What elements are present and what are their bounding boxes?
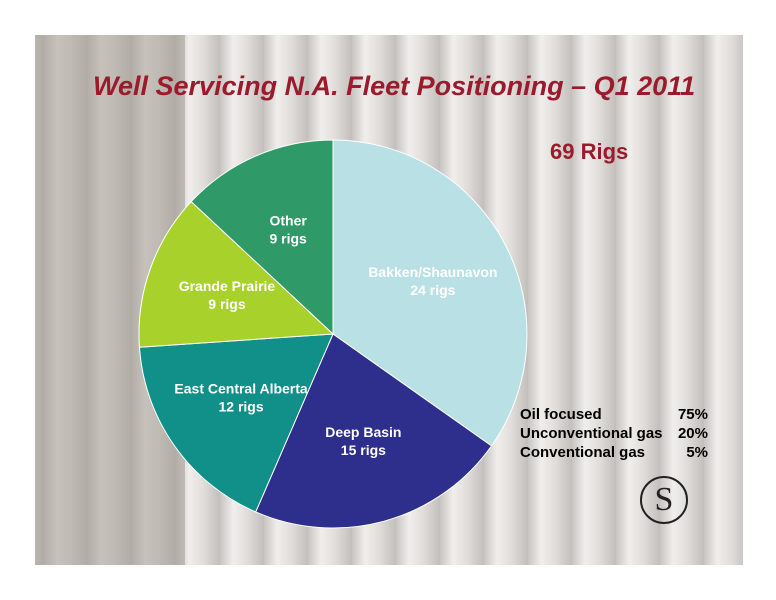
pie: Bakken/Shaunavon 24 rigs Deep Basin 15 rigs… xyxy=(138,139,528,529)
slice-label: Other xyxy=(270,212,308,228)
slice-label: Deep Basin xyxy=(325,424,401,440)
chart-title: Well Servicing N.A. Fleet Positioning – … xyxy=(93,71,695,101)
slice-label: Bakken/Shaunavon xyxy=(368,264,497,280)
annotation: 69 Rigs xyxy=(550,139,628,164)
breakdown-table: Oil focused 75% Unconventional gas 20% Conve… xyxy=(520,406,708,461)
pie-slice xyxy=(255,333,493,529)
slice-value-label: 15 rigs xyxy=(341,442,386,458)
pie-slice xyxy=(138,200,335,348)
slice-value-label: 12 rigs xyxy=(219,399,264,415)
pie-slice xyxy=(332,139,528,447)
pie-slice xyxy=(190,139,334,336)
slice-value-label: 9 rigs xyxy=(208,296,246,312)
breakdown-label: Oil focused xyxy=(520,406,602,423)
slice-label: Grande Prairie xyxy=(179,278,276,294)
breakdown-value: 5% xyxy=(686,444,708,461)
slice-value-label: 9 rigs xyxy=(269,230,307,246)
breakdown-value: 75% xyxy=(678,406,708,423)
breakdown-value: 20% xyxy=(678,425,708,442)
pie-slice xyxy=(138,333,334,513)
breakdown-label: Conventional gas xyxy=(520,444,645,461)
slice-label: East Central Alberta xyxy=(174,381,308,397)
svg-text:S: S xyxy=(655,481,674,518)
logo: S xyxy=(640,476,688,524)
breakdown-label: Unconventional gas xyxy=(520,425,663,442)
slice-value-label: 24 rigs xyxy=(410,282,455,298)
